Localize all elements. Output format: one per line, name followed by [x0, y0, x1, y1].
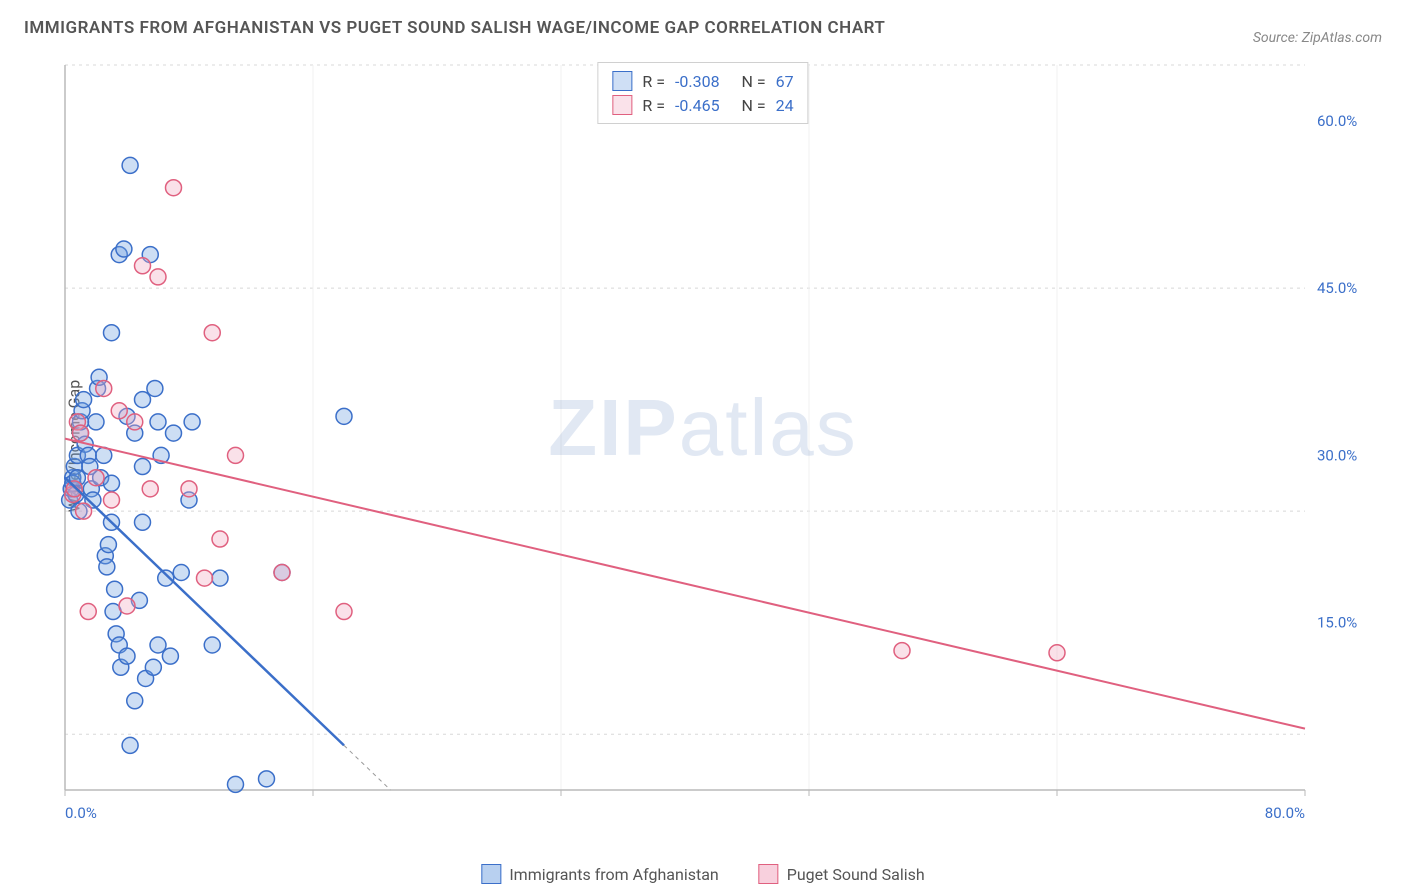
data-point	[119, 648, 135, 664]
data-point	[336, 408, 352, 424]
data-point	[204, 325, 220, 341]
data-point	[135, 459, 151, 475]
data-point	[336, 604, 352, 620]
plot-area: 15.0% 30.0% 45.0% 60.0% 0.0% 80.0%	[55, 60, 1375, 830]
data-point	[135, 258, 151, 274]
n-value: 67	[776, 72, 794, 91]
data-point	[119, 598, 135, 614]
data-point	[197, 570, 213, 586]
data-point	[100, 537, 116, 553]
chart-title: IMMIGRANTS FROM AFGHANISTAN VS PUGET SOU…	[24, 18, 885, 38]
data-point	[122, 157, 138, 173]
source-attribution: Source: ZipAtlas.com	[1253, 30, 1382, 46]
x-tick-label: 0.0%	[65, 804, 97, 822]
data-point	[116, 241, 132, 257]
data-point	[111, 403, 127, 419]
legend-swatch	[481, 864, 501, 884]
data-point	[135, 392, 151, 408]
y-tick-label: 60.0%	[1317, 112, 1357, 130]
data-point	[76, 392, 92, 408]
data-point	[1049, 645, 1065, 661]
n-label: N =	[730, 96, 766, 115]
y-tick-label: 45.0%	[1317, 279, 1357, 297]
data-point	[122, 737, 138, 753]
legend-swatch	[612, 71, 632, 91]
data-point	[88, 470, 104, 486]
data-point	[181, 481, 197, 497]
legend-label: Puget Sound Salish	[787, 865, 925, 884]
data-point	[166, 425, 182, 441]
data-point	[104, 325, 120, 341]
correlation-legend-row: R = -0.465 N = 24	[612, 93, 793, 117]
data-point	[76, 503, 92, 519]
data-point	[135, 514, 151, 530]
trend-line-extrapolated	[344, 745, 391, 790]
data-point	[145, 659, 161, 675]
series-legend-item: Puget Sound Salish	[759, 864, 925, 884]
data-point	[212, 570, 228, 586]
n-value: 24	[776, 96, 794, 115]
data-point	[127, 414, 143, 430]
data-point	[66, 481, 82, 497]
data-point	[212, 531, 228, 547]
data-point	[73, 425, 89, 441]
r-label: R =	[642, 96, 665, 115]
legend-label: Immigrants from Afghanistan	[509, 865, 718, 884]
data-point	[894, 643, 910, 659]
scatter-chart: 15.0% 30.0% 45.0% 60.0% 0.0% 80.0%	[55, 60, 1375, 830]
n-label: N =	[730, 72, 766, 91]
data-point	[150, 269, 166, 285]
legend-swatch	[612, 95, 632, 115]
data-point	[173, 565, 189, 581]
data-point	[99, 559, 115, 575]
correlation-legend: R = -0.308 N = 67R = -0.465 N = 24	[597, 62, 808, 124]
r-value: -0.308	[675, 72, 720, 91]
data-point	[127, 693, 143, 709]
data-point	[166, 180, 182, 196]
data-point	[228, 447, 244, 463]
series-legend-item: Immigrants from Afghanistan	[481, 864, 718, 884]
data-point	[88, 414, 104, 430]
data-point	[150, 414, 166, 430]
data-point	[107, 581, 123, 597]
data-point	[104, 475, 120, 491]
series-legend: Immigrants from Afghanistan Puget Sound S…	[481, 864, 924, 884]
legend-swatch	[759, 864, 779, 884]
correlation-legend-row: R = -0.308 N = 67	[612, 69, 793, 93]
source-label: Source:	[1253, 30, 1298, 46]
data-point	[274, 565, 290, 581]
data-point	[104, 492, 120, 508]
trend-line	[65, 439, 1305, 729]
x-tick-label: 80.0%	[1265, 804, 1305, 822]
r-value: -0.465	[675, 96, 720, 115]
source-value: ZipAtlas.com	[1302, 30, 1382, 46]
data-point	[142, 481, 158, 497]
data-point	[259, 771, 275, 787]
data-point	[184, 414, 200, 430]
data-point	[162, 648, 178, 664]
y-tick-label: 30.0%	[1317, 446, 1357, 464]
y-tick-label: 15.0%	[1317, 614, 1357, 632]
data-point	[147, 380, 163, 396]
data-point	[80, 604, 96, 620]
r-label: R =	[642, 72, 665, 91]
data-point	[204, 637, 220, 653]
data-point	[150, 637, 166, 653]
data-point	[228, 776, 244, 792]
data-point	[96, 380, 112, 396]
